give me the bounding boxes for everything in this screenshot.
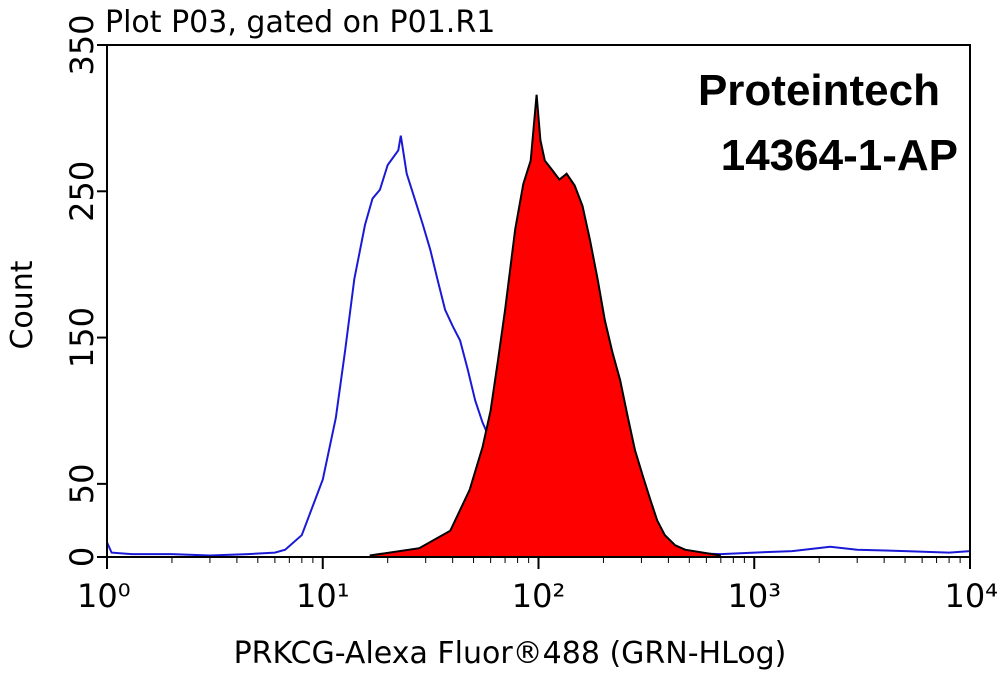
histogram-area	[369, 94, 721, 557]
y-tick-label: 150	[63, 307, 101, 368]
histogram-outline	[369, 94, 721, 557]
y-tick-label: 50	[63, 463, 101, 504]
y-tick-label: 0	[63, 547, 101, 567]
x-tick-label: 10³	[727, 577, 781, 615]
chart-title: Plot P03, gated on P01.R1	[105, 5, 495, 40]
x-tick-label: 10¹	[296, 577, 350, 615]
annotation: Proteintech	[698, 66, 940, 115]
y-tick-label: 250	[63, 161, 101, 222]
x-axis-label: PRKCG-Alexa Fluor®488 (GRN-HLog)	[234, 636, 787, 671]
x-tick-label: 10⁴	[944, 577, 998, 615]
x-tick-label: 10⁰	[77, 577, 131, 615]
annotation: 14364-1-AP	[721, 131, 958, 180]
y-axis-label: Count	[5, 260, 40, 349]
x-tick-label: 10²	[512, 577, 566, 615]
y-tick-label: 350	[63, 14, 101, 75]
